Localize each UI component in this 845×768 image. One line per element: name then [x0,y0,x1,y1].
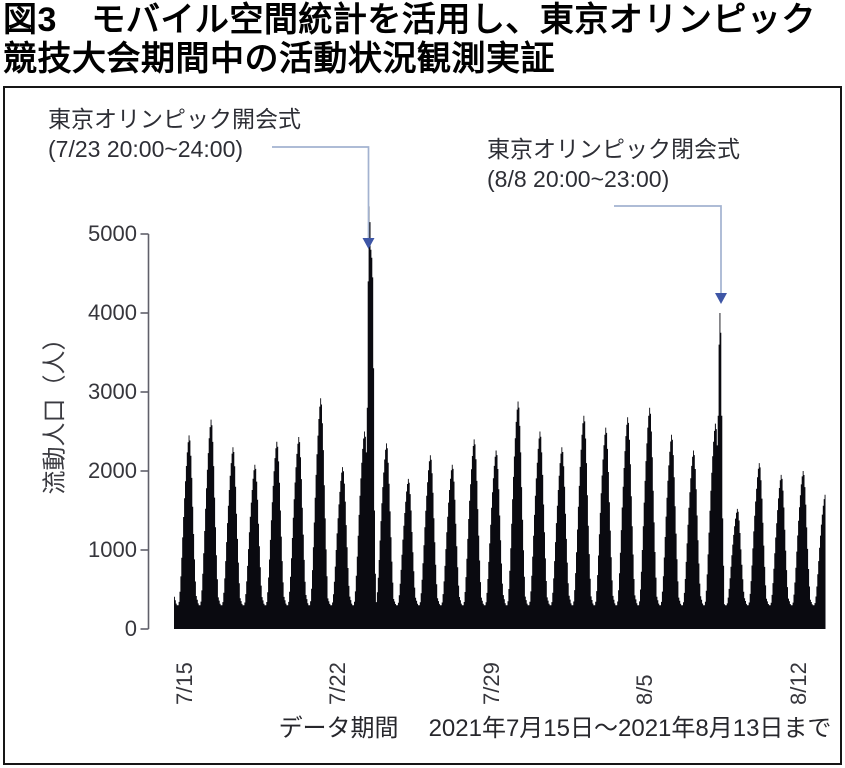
x-axis-tick-label: 8/12 [786,662,811,705]
data-period-label: データ期間 [278,715,399,742]
opening-annotation-line1: 東京オリンピック開会式 [48,106,301,132]
x-axis-tick-label: 7/15 [171,662,197,705]
opening-ceremony-annotation: 東京オリンピック開会式 (7/23 20:00~24:00) [48,104,301,164]
y-axis-tick-label: 2000 [88,458,137,483]
figure-frame [3,86,842,765]
closing-annotation-line2: (8/8 20:00~23:00) [487,166,670,192]
opening-annotation-line2: (7/23 20:00~24:00) [48,136,244,162]
figure-title: 図3 モバイル空間統計を活用し、東京オリンピック 競技大会期間中の活動状況観測実… [3,1,843,79]
closing-annotation-arrowhead-icon [715,293,727,304]
y-axis-tick-label: 4000 [88,300,137,325]
figure-title-line2: 競技大会期間中の活動状況観測実証 [3,40,555,78]
data-period-value: 2021年7月15日～2021年8月13日まで [428,715,832,742]
area-series [174,206,826,629]
y-axis-title: 流動人口（人） [41,326,69,495]
x-axis-tick-label: 8/5 [632,674,658,705]
opening-annotation-connector [272,146,370,238]
x-axis-tick-label: 7/29 [478,662,504,705]
y-axis-tick-label: 0 [124,616,137,641]
opening-annotation-arrowhead-icon [362,238,375,249]
y-axis-tick-label: 1000 [88,537,137,562]
closing-ceremony-annotation: 東京オリンピック閉会式 (8/8 20:00~23:00) [487,134,740,194]
data-period-caption: データ期間 2021年7月15日～2021年8月13日まで [255,708,845,743]
x-axis-tick-label: 7/22 [325,662,351,705]
closing-annotation-line1: 東京オリンピック閉会式 [487,136,740,162]
closing-annotation-connector [614,205,722,293]
figure-title-line1: 図3 モバイル空間統計を活用し、東京オリンピック [3,1,816,39]
y-axis-tick-label: 3000 [88,379,137,404]
y-axis-ticks [140,233,149,630]
y-axis-tick-label: 5000 [88,221,137,246]
